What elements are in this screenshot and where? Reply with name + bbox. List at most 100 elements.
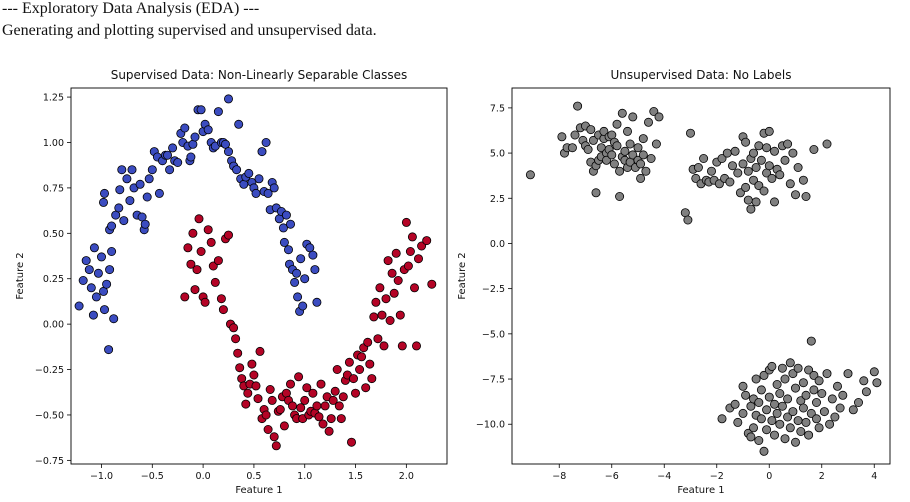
data-point-series-1: [785, 358, 795, 368]
data-point-series-1: [135, 179, 145, 189]
data-point-series-1: [751, 162, 761, 172]
data-point-series-1: [741, 182, 751, 192]
chart-panel-2: −8 −6 −4 −2 0 2 4 −10.0 −7.5 −5.0 −2.5 0.0 2.5 5.0 7.5…: [457, 68, 891, 496]
data-point-series-1: [788, 148, 798, 158]
points-group: [525, 101, 882, 456]
data-point-series-2: [387, 268, 397, 278]
data-point-series-1: [86, 283, 96, 293]
data-point-series-2: [190, 285, 200, 295]
data-point-series-2: [302, 383, 312, 393]
data-point-series-1: [84, 265, 94, 275]
data-point-series-1: [623, 126, 633, 136]
data-point-series-1: [775, 419, 785, 429]
data-point-series-1: [754, 181, 764, 191]
data-point-series-1: [239, 179, 249, 189]
data-point-series-1: [775, 170, 785, 180]
data-point-series-2: [203, 225, 213, 235]
data-point-series-1: [144, 174, 154, 184]
data-point-series-1: [759, 446, 769, 456]
data-point-series-2: [263, 424, 273, 434]
chart-panel-1: −1.0 −0.5 0.0 0.5 1.0 1.5 2.0 −0.75 −0.50 −0.25 0.…: [15, 68, 448, 496]
data-point-series-2: [186, 259, 196, 269]
data-point-series-1: [278, 223, 288, 233]
data-point-series-1: [609, 159, 619, 169]
x-tick-label: −2: [710, 471, 724, 482]
data-point-series-2: [241, 399, 251, 409]
data-point-series-2: [407, 232, 417, 242]
x-tick-label: −0.5: [141, 471, 164, 482]
data-point-series-1: [296, 254, 306, 264]
data-point-series-1: [283, 245, 293, 255]
data-point-series-2: [180, 292, 190, 302]
data-point-series-1: [699, 153, 709, 163]
data-point-series-1: [636, 173, 646, 183]
y-tick-label: 5.0: [490, 149, 505, 160]
data-point-series-2: [369, 312, 379, 322]
data-point-series-1: [806, 408, 816, 418]
data-point-series-1: [78, 275, 88, 285]
data-point-series-2: [206, 237, 216, 247]
data-point-series-2: [365, 359, 375, 369]
data-point-series-1: [801, 191, 811, 201]
y-tick-label: 1.25: [43, 93, 64, 104]
data-point-series-1: [649, 107, 659, 117]
data-point-series-2: [324, 426, 334, 436]
data-point-series-1: [310, 265, 320, 275]
data-point-series-1: [99, 197, 109, 207]
data-point-series-1: [100, 305, 110, 315]
data-point-series-1: [300, 274, 310, 284]
data-point-series-2: [265, 384, 275, 394]
data-point-series-2: [249, 370, 259, 380]
data-point-series-1: [583, 144, 593, 154]
data-point-series-1: [730, 146, 740, 156]
x-tick-label: 1.5: [348, 471, 363, 482]
data-point-series-1: [775, 388, 785, 398]
data-point-series-1: [636, 159, 646, 169]
data-point-series-1: [625, 139, 635, 149]
data-point-series-1: [749, 148, 759, 158]
data-point-series-2: [296, 403, 306, 413]
data-point-series-1: [806, 336, 816, 346]
plot-frame: [511, 87, 891, 465]
data-point-series-2: [267, 395, 277, 405]
data-point-series-1: [754, 397, 764, 407]
data-point-series-1: [801, 417, 811, 427]
data-point-series-1: [109, 314, 119, 324]
data-point-series-2: [231, 334, 241, 344]
data-point-series-1: [788, 369, 798, 379]
data-point-series-2: [308, 388, 318, 398]
data-point-series-2: [287, 401, 297, 411]
data-point-series-1: [767, 416, 777, 426]
y-tick-label: 0.0: [490, 239, 505, 250]
data-point-series-1: [628, 112, 638, 122]
data-point-series-1: [641, 166, 651, 176]
data-point-series-1: [646, 153, 656, 163]
data-point-series-2: [385, 315, 395, 325]
data-point-series-1: [612, 119, 622, 129]
data-point-series-1: [809, 385, 819, 395]
data-point-series-1: [759, 370, 769, 380]
data-point-series-1: [190, 132, 200, 142]
data-point-series-1: [683, 215, 693, 225]
data-point-series-1: [127, 165, 137, 175]
data-point-series-1: [617, 108, 627, 118]
output-header-line-1: --- Exploratory Data Analysis (EDA) ---: [2, 0, 260, 17]
y-axis-label: Feature 2: [457, 252, 468, 299]
data-point-series-1: [654, 112, 664, 122]
data-point-series-1: [819, 407, 829, 417]
data-point-series-1: [725, 177, 735, 187]
data-point-series-1: [89, 243, 99, 253]
data-point-series-1: [783, 139, 793, 149]
data-point-series-1: [203, 125, 213, 135]
data-point-series-2: [247, 359, 257, 369]
data-point-series-1: [244, 168, 254, 178]
data-point-series-1: [783, 412, 793, 422]
data-point-series-1: [812, 414, 822, 424]
data-point-series-1: [749, 175, 759, 185]
data-point-series-1: [751, 374, 761, 384]
data-point-series-2: [261, 410, 271, 420]
data-point-series-1: [105, 265, 115, 275]
data-point-series-1: [743, 195, 753, 205]
data-point-series-1: [872, 378, 882, 388]
